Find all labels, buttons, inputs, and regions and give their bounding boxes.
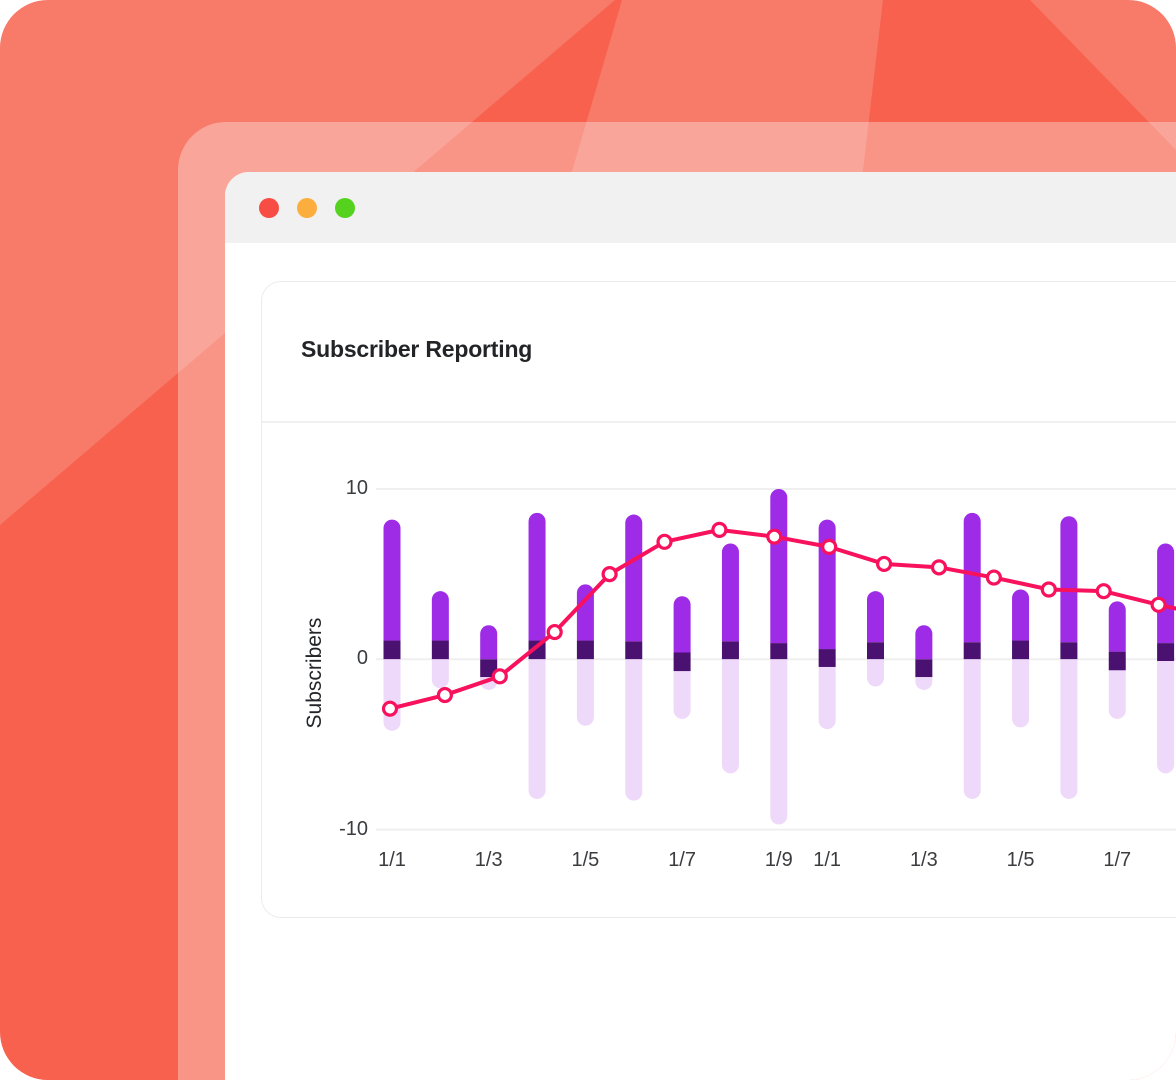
traffic-light-close-button[interactable] [259,197,279,218]
card-title: Subscriber Reporting [301,336,533,362]
traffic-light-zoom-button[interactable] [335,197,355,218]
window-titlebar [225,172,1176,243]
traffic-light-minimize-button[interactable] [297,197,317,218]
browser-window: Subscriber Reporting [225,172,1176,1080]
card-divider [262,421,1176,423]
report-card: Subscriber Reporting [261,281,1176,918]
